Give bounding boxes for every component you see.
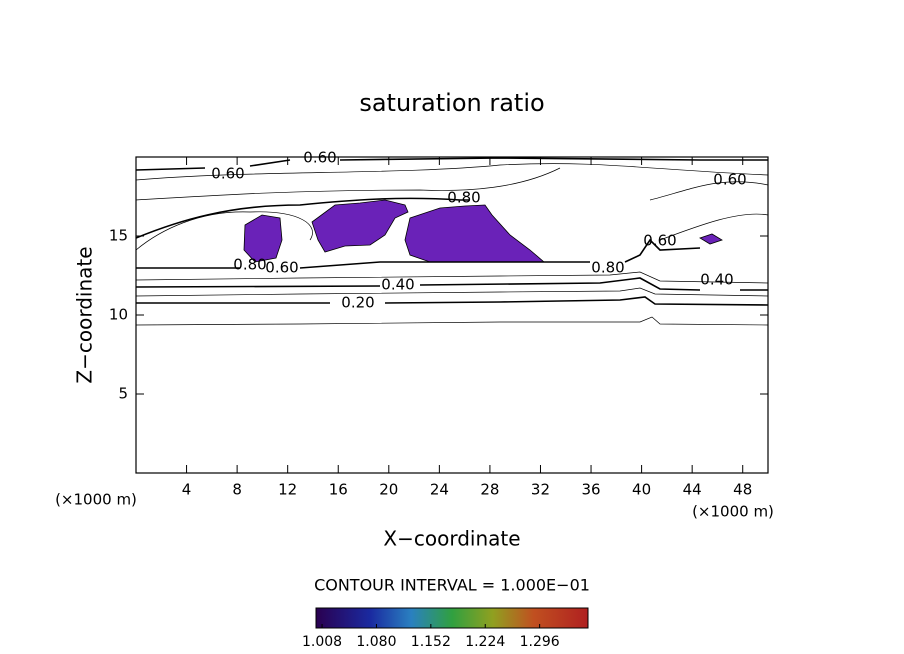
y-tick-label: 5 <box>118 385 128 403</box>
x-tick-label: 28 <box>480 481 499 499</box>
x-tick-label: 44 <box>683 481 702 499</box>
contour-interval: CONTOUR INTERVAL = 1.000E−01 <box>314 576 590 595</box>
x-tick-label: 4 <box>182 481 192 499</box>
filled-region <box>404 204 546 263</box>
x-tick-label: 40 <box>632 481 651 499</box>
contour-label: 0.60 <box>643 232 676 250</box>
contour-line <box>135 197 470 239</box>
colorbar-tick-label: 1.224 <box>465 634 505 650</box>
contour-line <box>135 287 769 297</box>
contour-label: 0.40 <box>700 271 733 289</box>
colorbar-tick-label: 1.080 <box>356 634 396 650</box>
filled-region <box>243 214 283 263</box>
x-tick-label: 8 <box>232 481 242 499</box>
contour-line <box>659 213 769 241</box>
x-tick-label: 32 <box>531 481 550 499</box>
contour-label: 0.20 <box>341 294 374 312</box>
chart-title: saturation ratio <box>359 89 544 117</box>
y-tick-label: 15 <box>109 227 128 245</box>
contour-label: 0.80 <box>447 189 480 207</box>
colorbar-tick-label: 1.008 <box>302 634 342 650</box>
contour-label: 0.80 <box>591 259 624 277</box>
contour-label: 0.60 <box>211 165 244 183</box>
colorbar <box>315 607 589 629</box>
contour-label: 0.60 <box>713 171 746 189</box>
x-tick-label: 16 <box>329 481 348 499</box>
contour-line <box>135 157 768 171</box>
x-tick-label: 12 <box>278 481 297 499</box>
contour-line <box>135 163 769 181</box>
contour-line <box>135 167 561 201</box>
filled-region <box>311 199 409 253</box>
y-tick-label: 10 <box>109 306 128 324</box>
x-axis-title: X−coordinate <box>383 527 520 551</box>
y-unit: (×1000 m) <box>55 491 137 509</box>
contour-line <box>136 296 769 306</box>
contour-line <box>136 238 701 269</box>
y-axis-title: Z−coordinate <box>73 246 97 383</box>
x-tick-label: 24 <box>430 481 449 499</box>
contour-label: 0.80 <box>233 256 266 274</box>
contour-label: 0.60 <box>265 259 298 277</box>
contour-line <box>135 211 313 251</box>
colorbar-tick-label: 1.296 <box>520 634 560 650</box>
contour-label: 0.40 <box>381 276 414 294</box>
contour-line <box>135 316 769 326</box>
x-tick-label: 48 <box>733 481 752 499</box>
x-tick-label: 36 <box>581 481 600 499</box>
x-unit: (×1000 m) <box>692 503 774 521</box>
contour-line <box>135 271 769 284</box>
contour-line <box>649 181 769 201</box>
colorbar-tick-label: 1.152 <box>411 634 451 650</box>
contour-line <box>135 277 768 291</box>
x-tick-label: 20 <box>379 481 398 499</box>
filled-region <box>699 233 723 245</box>
